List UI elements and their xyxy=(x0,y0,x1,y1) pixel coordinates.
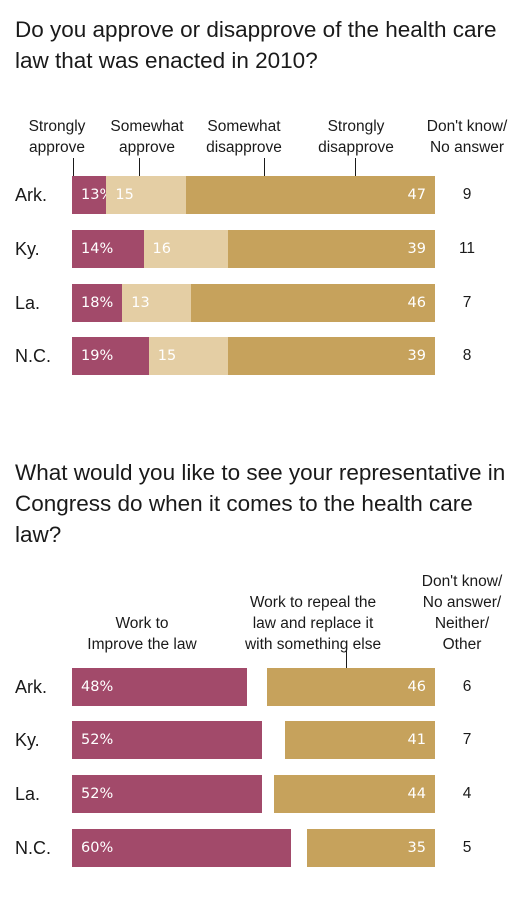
col-label-dont-know: Don't know/No answer/Neither/Other xyxy=(421,573,503,653)
col-label-somewhat-disapprove: Somewhat disapprove xyxy=(206,118,282,156)
bar-strongly-disapprove-ky: 39 xyxy=(228,230,435,268)
bar-strongly-approve-ky: 14% xyxy=(72,230,147,268)
bar-improve-ky: 52% xyxy=(72,721,262,759)
bar-strongly-disapprove-la: 46 xyxy=(191,284,435,322)
bar-repeal-ky: 41 xyxy=(285,721,435,759)
col-label-somewhat-approve: Somewhat approve xyxy=(110,118,184,156)
col-label-repeal: Work to repeal the law and replace it with… xyxy=(244,594,382,653)
other-value-nc: 5 xyxy=(462,839,472,856)
bar-improve-nc: 60% xyxy=(72,829,291,867)
dont-know-value-nc: 8 xyxy=(462,347,472,364)
col-tick-2 xyxy=(264,158,265,176)
row-label-la: La. xyxy=(15,293,41,313)
row-label-ky: Ky. xyxy=(15,730,40,750)
approval-chart-title: Do you approve or disapprove of the heal… xyxy=(15,17,497,73)
row-label-ark: Ark. xyxy=(15,677,48,697)
row-label-nc: N.C. xyxy=(15,346,51,366)
col-label-improve: Work to Improve the law xyxy=(87,615,197,653)
col-tick-3 xyxy=(355,158,356,176)
other-value-ky: 7 xyxy=(462,731,472,748)
other-value-la: 4 xyxy=(462,785,472,802)
row-label-la: La. xyxy=(15,784,41,804)
col-label-strongly-approve: Strongly approve xyxy=(28,118,86,156)
bar-somewhat-disapprove-ky: 16 xyxy=(143,230,229,268)
bar-improve-ark: 48% xyxy=(72,668,248,706)
congress-chart-title: What would you like to see your represen… xyxy=(15,460,506,547)
dont-know-value-ark: 9 xyxy=(462,186,472,203)
other-value-ark: 6 xyxy=(462,678,472,695)
bar-strongly-disapprove-ark: 47 xyxy=(185,176,435,214)
col-label-strongly-disapprove: Strongly disapprove xyxy=(318,118,394,156)
bar-strongly-disapprove-nc: 39 xyxy=(228,337,435,375)
col-tick-repeal xyxy=(346,648,347,668)
col-tick-0 xyxy=(73,158,74,176)
row-label-nc: N.C. xyxy=(15,838,51,858)
row-label-ark: Ark. xyxy=(15,185,48,205)
bar-somewhat-disapprove-la: 13 xyxy=(122,284,192,322)
bar-improve-la: 52% xyxy=(72,775,262,813)
dont-know-value-la: 7 xyxy=(462,294,472,311)
col-tick-1 xyxy=(139,158,140,176)
bar-somewhat-disapprove-ark: 15 xyxy=(106,176,186,214)
bar-somewhat-disapprove-nc: 15 xyxy=(148,337,229,375)
row-label-ky: Ky. xyxy=(15,239,40,259)
bar-repeal-ark: 46 xyxy=(267,668,435,706)
bar-repeal-la: 44 xyxy=(274,775,435,813)
dont-know-value-ky: 11 xyxy=(458,240,476,257)
bar-repeal-nc: 35 xyxy=(307,829,435,867)
col-label-dont-know: Don't know/No answer xyxy=(426,118,508,156)
